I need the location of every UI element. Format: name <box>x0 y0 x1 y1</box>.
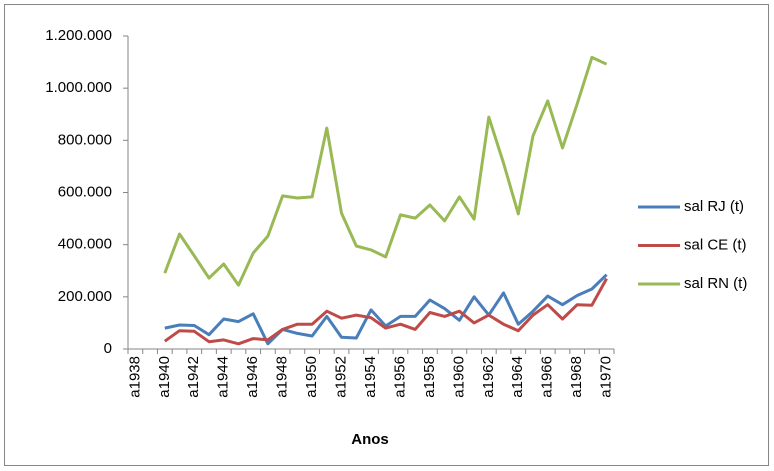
y-tick-label: 800.000 <box>58 131 112 148</box>
legend-label: sal CE (t) <box>684 236 747 253</box>
x-tick-label: a1948 <box>274 356 291 398</box>
y-tick-label: 0 <box>104 340 112 357</box>
x-tick-label: a1954 <box>362 356 379 398</box>
x-tick-label: a1962 <box>480 356 497 398</box>
y-tick-label: 600.000 <box>58 183 112 200</box>
series-line <box>163 277 608 346</box>
x-tick-label: a1940 <box>156 356 173 398</box>
chart-border <box>4 4 769 466</box>
x-tick-label: a1946 <box>244 356 261 398</box>
x-tick-label: a1942 <box>185 356 202 398</box>
x-tick-label: a1956 <box>391 356 408 398</box>
x-tick-label: a1964 <box>509 356 526 398</box>
legend-label: sal RJ (t) <box>684 198 744 215</box>
x-tick-label: a1938 <box>126 356 143 398</box>
series-line <box>164 273 608 346</box>
x-tick-label: a1968 <box>568 356 585 398</box>
series-line <box>163 55 608 287</box>
x-tick-label: a1966 <box>539 356 556 398</box>
y-tick-label: 400.000 <box>58 236 112 253</box>
x-axis-title: Anos <box>351 431 389 448</box>
x-tick-label: a1960 <box>450 356 467 398</box>
legend-label: sal RN (t) <box>684 275 747 292</box>
x-tick-label: a1950 <box>303 356 320 398</box>
y-tick-label: 1.200.000 <box>45 27 112 44</box>
x-tick-label: a1944 <box>215 356 232 398</box>
x-tick-label: a1970 <box>598 356 615 398</box>
x-tick-label: a1958 <box>421 356 438 398</box>
y-tick-label: 1.000.000 <box>45 79 112 96</box>
y-tick-label: 200.000 <box>58 288 112 305</box>
x-tick-label: a1952 <box>333 356 350 398</box>
